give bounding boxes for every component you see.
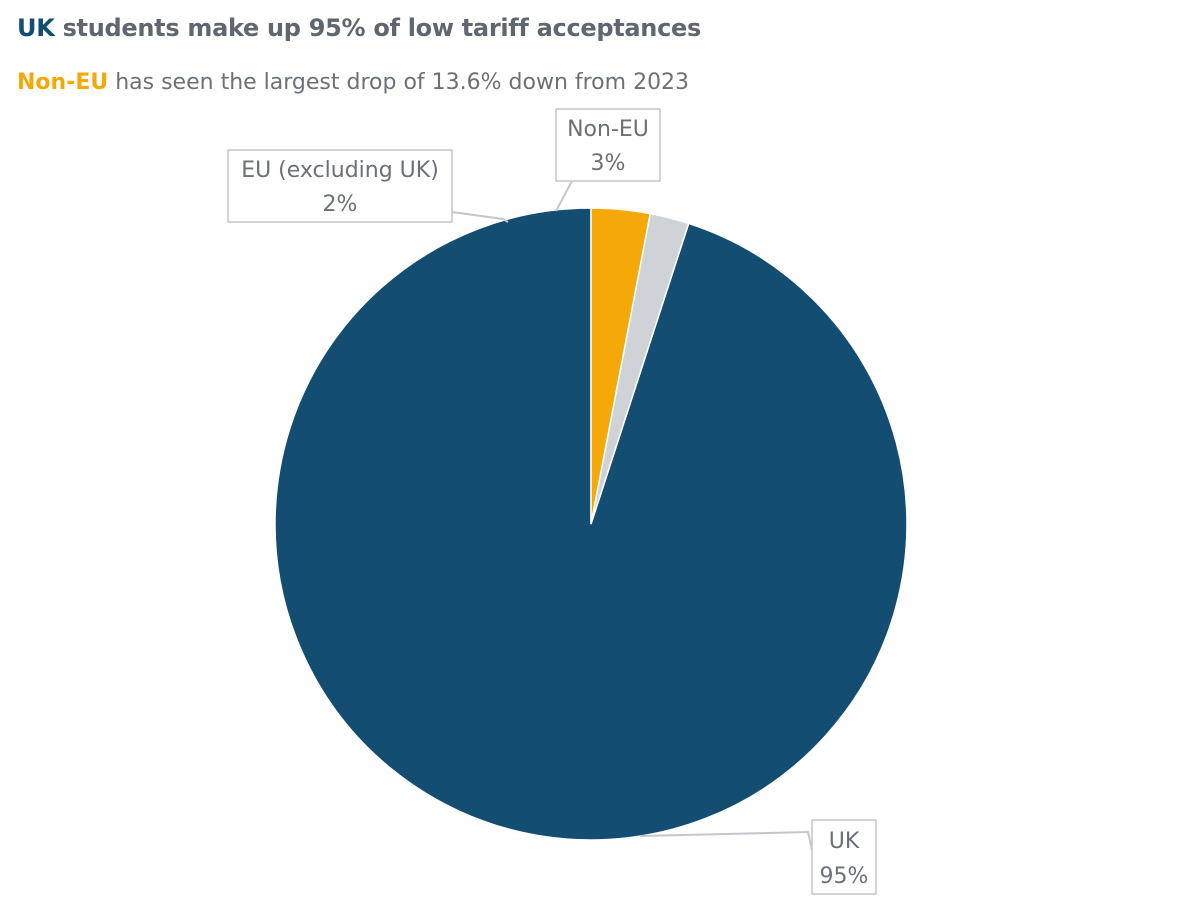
pie-slices <box>274 207 908 841</box>
slice-value-non-eu: 3% <box>591 151 626 176</box>
chart-subtitle: Non-EU has seen the largest drop of 13.6… <box>17 70 689 95</box>
subtitle-highlight: Non-EU <box>17 70 109 95</box>
data-label-uk: UK 95% <box>811 819 877 895</box>
slice-value-eu: 2% <box>323 192 358 217</box>
pie-slice-non-eu <box>590 207 652 525</box>
leader-line-eu <box>451 211 509 223</box>
title-rest: students make up 95% of low tariff accep… <box>62 14 702 42</box>
slice-name-non-eu: Non-EU <box>567 117 649 142</box>
leader-line-uk <box>639 830 813 851</box>
chart-title: UK students make up 95% of low tariff ac… <box>17 14 701 42</box>
slice-name-uk: UK <box>829 829 860 854</box>
subtitle-rest: has seen the largest drop of 13.6% down … <box>115 70 690 95</box>
slice-value-uk: 95% <box>820 864 869 889</box>
slice-name-eu: EU (excluding UK) <box>241 158 439 183</box>
leader-line-non-eu <box>555 180 573 212</box>
title-highlight: UK <box>17 14 55 42</box>
data-label-non-eu: Non-EU 3% <box>555 108 661 182</box>
data-label-eu: EU (excluding UK) 2% <box>227 149 453 223</box>
